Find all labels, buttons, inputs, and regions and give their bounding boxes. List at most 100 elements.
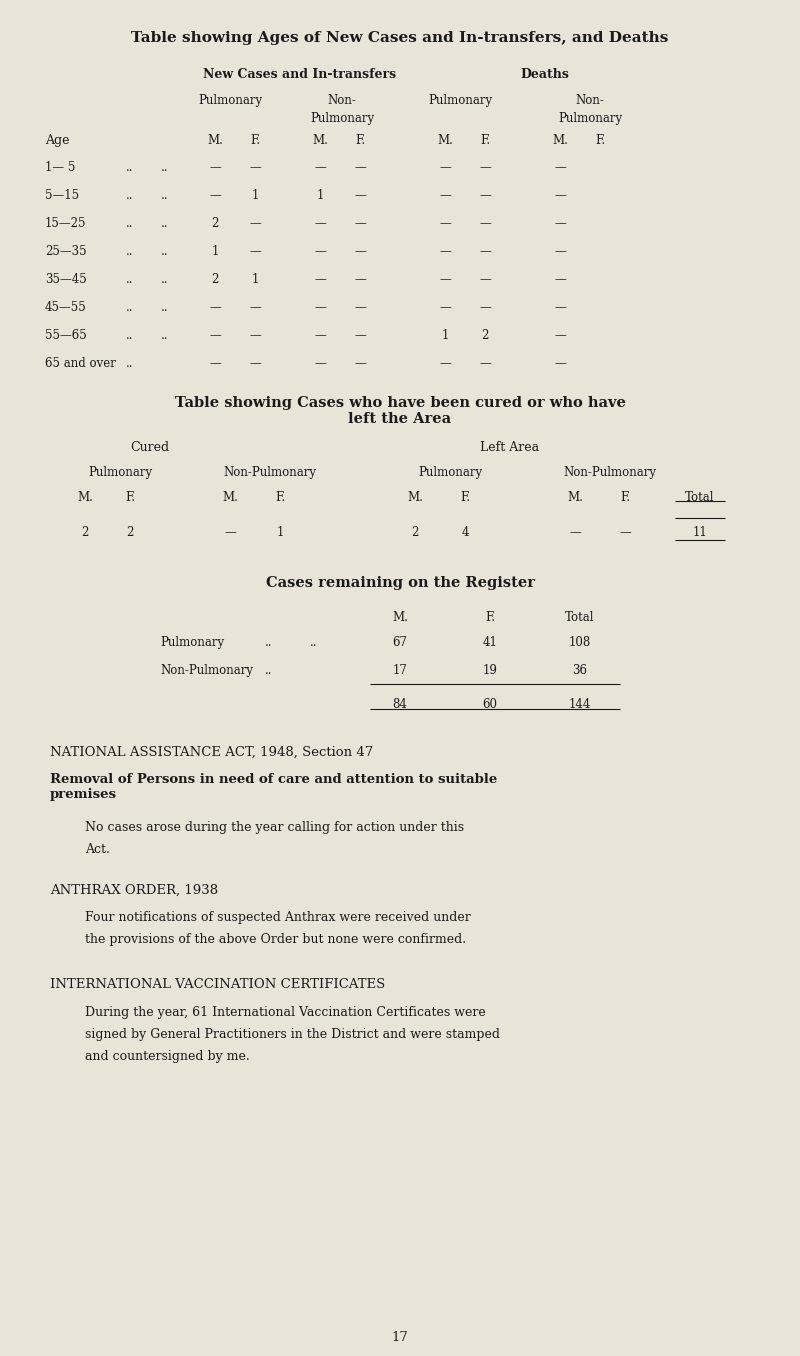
Text: —: — <box>314 245 326 258</box>
Text: —: — <box>479 301 491 315</box>
Text: Act.: Act. <box>85 843 110 856</box>
Text: Pulmonary: Pulmonary <box>428 94 492 107</box>
Text: —: — <box>439 217 451 231</box>
Text: M.: M. <box>567 491 583 504</box>
Text: F.: F. <box>620 491 630 504</box>
Text: —: — <box>354 188 366 202</box>
Text: 35—45: 35—45 <box>45 273 86 286</box>
Text: 65 and over: 65 and over <box>45 357 116 370</box>
Text: Cured: Cured <box>130 441 170 454</box>
Text: ..: .. <box>126 161 134 174</box>
Text: ANTHRAX ORDER, 1938: ANTHRAX ORDER, 1938 <box>50 884 218 898</box>
Text: NATIONAL ASSISTANCE ACT, 1948, Section 47: NATIONAL ASSISTANCE ACT, 1948, Section 4… <box>50 746 374 759</box>
Text: —: — <box>354 161 366 174</box>
Text: —: — <box>314 357 326 370</box>
Text: —: — <box>554 217 566 231</box>
Text: ..: .. <box>265 636 273 650</box>
Text: ..: .. <box>126 273 134 286</box>
Text: F.: F. <box>275 491 285 504</box>
Text: —: — <box>554 357 566 370</box>
Text: —: — <box>209 357 221 370</box>
Text: During the year, 61 International Vaccination Certificates were: During the year, 61 International Vaccin… <box>85 1006 486 1018</box>
Text: 2: 2 <box>482 330 489 342</box>
Text: —: — <box>354 357 366 370</box>
Text: 11: 11 <box>693 526 707 538</box>
Text: 2: 2 <box>411 526 418 538</box>
Text: —: — <box>479 188 491 202</box>
Text: F.: F. <box>125 491 135 504</box>
Text: 1— 5: 1— 5 <box>45 161 75 174</box>
Text: 1: 1 <box>251 273 258 286</box>
Text: M.: M. <box>437 134 453 146</box>
Text: M.: M. <box>77 491 93 504</box>
Text: —: — <box>249 330 261 342</box>
Text: Left Area: Left Area <box>481 441 539 454</box>
Text: —: — <box>314 330 326 342</box>
Text: Pulmonary: Pulmonary <box>198 94 262 107</box>
Text: 2: 2 <box>126 526 134 538</box>
Text: —: — <box>479 273 491 286</box>
Text: ..: .. <box>265 664 273 677</box>
Text: —: — <box>354 273 366 286</box>
Text: 1: 1 <box>251 188 258 202</box>
Text: F.: F. <box>460 491 470 504</box>
Text: —: — <box>479 245 491 258</box>
Text: —: — <box>249 245 261 258</box>
Text: 17: 17 <box>391 1332 409 1344</box>
Text: Non-: Non- <box>575 94 605 107</box>
Text: —: — <box>249 301 261 315</box>
Text: ..: .. <box>162 273 169 286</box>
Text: Total: Total <box>566 612 594 624</box>
Text: F.: F. <box>355 134 365 146</box>
Text: 1: 1 <box>276 526 284 538</box>
Text: —: — <box>439 245 451 258</box>
Text: Removal of Persons in need of care and attention to suitable
premises: Removal of Persons in need of care and a… <box>50 773 498 801</box>
Text: 144: 144 <box>569 698 591 711</box>
Text: ..: .. <box>162 217 169 231</box>
Text: 108: 108 <box>569 636 591 650</box>
Text: —: — <box>479 161 491 174</box>
Text: ..: .. <box>162 161 169 174</box>
Text: the provisions of the above Order but none were confirmed.: the provisions of the above Order but no… <box>85 933 466 946</box>
Text: ..: .. <box>126 245 134 258</box>
Text: 45—55: 45—55 <box>45 301 86 315</box>
Text: —: — <box>314 161 326 174</box>
Text: 17: 17 <box>393 664 407 677</box>
Text: 1: 1 <box>442 330 449 342</box>
Text: Pulmonary: Pulmonary <box>418 466 482 479</box>
Text: —: — <box>554 301 566 315</box>
Text: INTERNATIONAL VACCINATION CERTIFICATES: INTERNATIONAL VACCINATION CERTIFICATES <box>50 978 386 991</box>
Text: 55—65: 55—65 <box>45 330 86 342</box>
Text: M.: M. <box>552 134 568 146</box>
Text: —: — <box>224 526 236 538</box>
Text: —: — <box>354 245 366 258</box>
Text: —: — <box>249 357 261 370</box>
Text: 1: 1 <box>316 188 324 202</box>
Text: —: — <box>479 217 491 231</box>
Text: —: — <box>354 217 366 231</box>
Text: Pulmonary: Pulmonary <box>558 113 622 125</box>
Text: signed by General Practitioners in the District and were stamped: signed by General Practitioners in the D… <box>85 1028 500 1041</box>
Text: 5—15: 5—15 <box>45 188 79 202</box>
Text: 15—25: 15—25 <box>45 217 86 231</box>
Text: —: — <box>439 188 451 202</box>
Text: Non-Pulmonary: Non-Pulmonary <box>223 466 317 479</box>
Text: 41: 41 <box>482 636 498 650</box>
Text: —: — <box>439 161 451 174</box>
Text: 19: 19 <box>482 664 498 677</box>
Text: ..: .. <box>162 245 169 258</box>
Text: ..: .. <box>310 636 318 650</box>
Text: F.: F. <box>595 134 605 146</box>
Text: —: — <box>554 330 566 342</box>
Text: —: — <box>554 188 566 202</box>
Text: ..: .. <box>162 330 169 342</box>
Text: —: — <box>569 526 581 538</box>
Text: 2: 2 <box>211 217 218 231</box>
Text: 67: 67 <box>393 636 407 650</box>
Text: —: — <box>354 301 366 315</box>
Text: ..: .. <box>126 330 134 342</box>
Text: —: — <box>554 161 566 174</box>
Text: ..: .. <box>126 357 134 370</box>
Text: ..: .. <box>126 301 134 315</box>
Text: and countersigned by me.: and countersigned by me. <box>85 1050 250 1063</box>
